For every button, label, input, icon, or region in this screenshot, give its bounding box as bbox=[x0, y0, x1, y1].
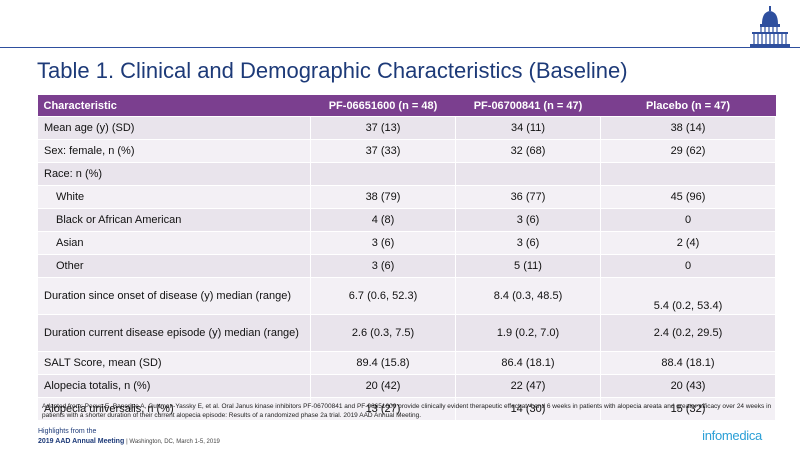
footnote: Adapted from: Peeva E, Banerjee A, Guttm… bbox=[42, 403, 772, 419]
table-cell: 37 (13) bbox=[310, 116, 456, 140]
table-cell: 3 (6) bbox=[455, 208, 601, 232]
table-cell: 86.4 (18.1) bbox=[455, 351, 601, 375]
meeting: 2019 AAD Annual Meeting | Washington, DC… bbox=[38, 438, 220, 445]
header-row: Characteristic PF-06651600 (n = 48) PF-067… bbox=[37, 95, 776, 117]
table-body: Mean age (y) (SD) 37 (13) 34 (11) 38 (14) Se… bbox=[37, 116, 776, 421]
table-cell: 15 (32) bbox=[600, 397, 776, 421]
table-cell: 1.9 (0.2, 7.0) bbox=[455, 314, 601, 352]
table-cell: 8.4 (0.3, 48.5) bbox=[455, 277, 601, 315]
table-row: SALT Score, mean (SD) 89.4 (15.8) 86.4 (18… bbox=[37, 351, 776, 375]
table-cell: 13 (27) bbox=[310, 397, 456, 421]
table-cell: 2.4 (0.2, 29.5) bbox=[600, 314, 776, 352]
table-cell: SALT Score, mean (SD) bbox=[37, 351, 311, 375]
header-cell: Placebo (n = 47) bbox=[600, 95, 776, 117]
footer-line: Highlights from the bbox=[38, 428, 97, 435]
table-cell: 45 (96) bbox=[600, 185, 776, 209]
table-cell: 6.7 (0.6, 52.3) bbox=[310, 277, 456, 315]
table-cell: 37 (33) bbox=[310, 139, 456, 163]
table-cell: 38 (79) bbox=[310, 185, 456, 209]
table-cell: 88.4 (18.1) bbox=[600, 351, 776, 375]
table-cell: 20 (43) bbox=[600, 374, 776, 398]
table-row: Alopecia universalis, n (%) 13 (27) 14 (30… bbox=[37, 397, 776, 421]
table-cell: 20 (42) bbox=[310, 374, 456, 398]
table-cell: Duration current disease episode (y) med… bbox=[37, 314, 311, 352]
table-cell: Black or African American bbox=[37, 208, 311, 232]
logo: infomedica bbox=[702, 428, 762, 443]
table-row: Asian 3 (6) 3 (6) 2 (4) bbox=[37, 231, 776, 255]
table-cell: 0 bbox=[600, 254, 776, 278]
capitol-icon bbox=[750, 6, 790, 47]
table-cell: 89.4 (15.8) bbox=[310, 351, 456, 375]
table-cell: Other bbox=[37, 254, 311, 278]
header-rule bbox=[0, 47, 800, 48]
table-cell: Asian bbox=[37, 231, 311, 255]
table-cell bbox=[310, 162, 456, 186]
table-cell: 5 (11) bbox=[455, 254, 601, 278]
table-cell: 32 (68) bbox=[455, 139, 601, 163]
table-cell: 3 (6) bbox=[455, 231, 601, 255]
header-cell: PF-06651600 (n = 48) bbox=[310, 95, 456, 117]
table-cell bbox=[600, 162, 776, 186]
table-row: Mean age (y) (SD) 37 (13) 34 (11) 38 (14) bbox=[37, 116, 776, 140]
slide-title: Table 1. Clinical and Demographic Charac… bbox=[37, 58, 628, 83]
data-table: Characteristic PF-06651600 (n = 48) PF-067… bbox=[37, 95, 776, 421]
table-cell: 5.4 (0.2, 53.4) bbox=[600, 277, 776, 315]
table-cell: 36 (77) bbox=[455, 185, 601, 209]
table-row: Duration since onset of disease (y) medi… bbox=[37, 277, 776, 315]
table-row: Other 3 (6) 5 (11) 0 bbox=[37, 254, 776, 278]
table-cell: Mean age (y) (SD) bbox=[37, 116, 311, 140]
table-cell: Duration since onset of disease (y) medi… bbox=[37, 277, 311, 315]
table-row: Black or African American 4 (8) 3 (6) 0 bbox=[37, 208, 776, 232]
header-cell: PF-06700841 (n = 47) bbox=[455, 95, 601, 117]
table-cell: White bbox=[37, 185, 311, 209]
table-row: White 38 (79) 36 (77) 45 (96) bbox=[37, 185, 776, 209]
table-cell: Alopecia universalis, n (%) bbox=[37, 397, 311, 421]
table-row: Race: n (%) bbox=[37, 162, 776, 186]
table-cell: 4 (8) bbox=[310, 208, 456, 232]
table-cell: 38 (14) bbox=[600, 116, 776, 140]
table-cell: 29 (62) bbox=[600, 139, 776, 163]
table-cell: 3 (6) bbox=[310, 254, 456, 278]
table-cell bbox=[455, 162, 601, 186]
table-cell: 22 (47) bbox=[455, 374, 601, 398]
meeting-name: 2019 AAD Annual Meeting bbox=[38, 438, 125, 445]
table-cell: 0 bbox=[600, 208, 776, 232]
table-row: Alopecia totalis, n (%) 20 (42) 22 (47) 20 … bbox=[37, 374, 776, 398]
table-cell: Alopecia totalis, n (%) bbox=[37, 374, 311, 398]
table-cell: 3 (6) bbox=[310, 231, 456, 255]
table-row: Duration current disease episode (y) med… bbox=[37, 314, 776, 352]
table-cell: 2.6 (0.3, 7.5) bbox=[310, 314, 456, 352]
table-cell: 2 (4) bbox=[600, 231, 776, 255]
header-cell: Characteristic bbox=[37, 95, 311, 117]
table-row: Sex: female, n (%) 37 (33) 32 (68) 29 (62) bbox=[37, 139, 776, 163]
table-cell: Race: n (%) bbox=[37, 162, 311, 186]
table-cell: 34 (11) bbox=[455, 116, 601, 140]
table-cell: Sex: female, n (%) bbox=[37, 139, 311, 163]
meeting-location: | Washington, DC, March 1-5, 2019 bbox=[126, 439, 220, 445]
